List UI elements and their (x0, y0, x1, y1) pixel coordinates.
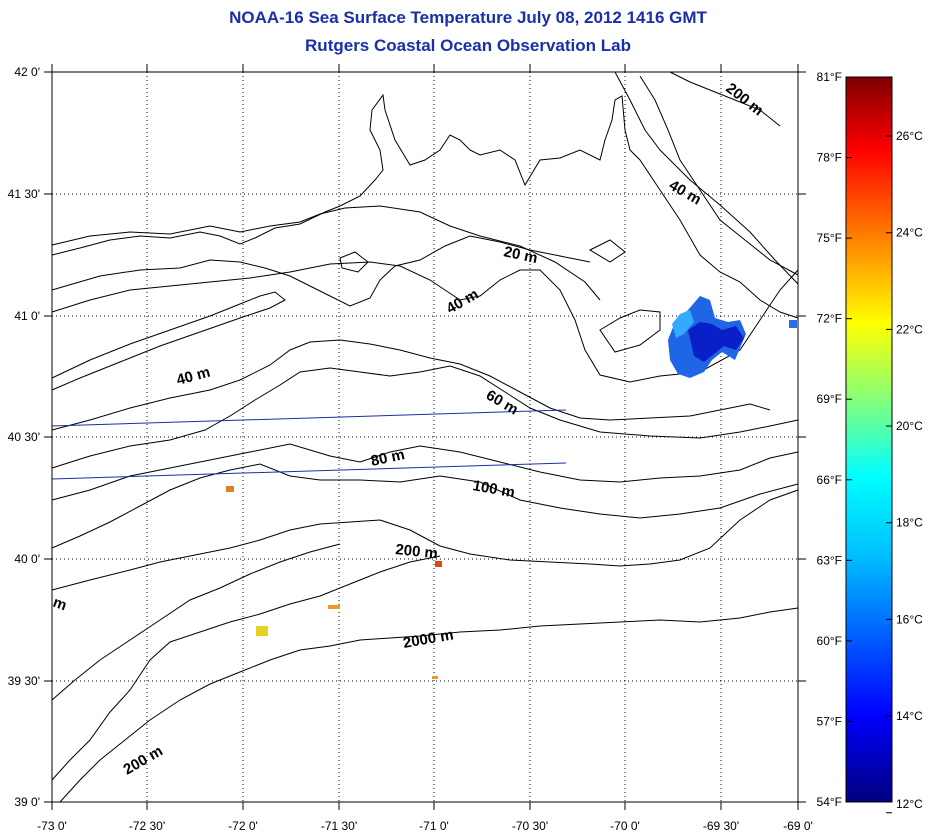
sst-patch-warm (226, 486, 234, 492)
transect-lines (51, 409, 567, 480)
lon-tick-label: -69 30' (703, 819, 739, 833)
contour-2000m (59, 607, 799, 803)
colorbar-fahrenheit-label: 69°F (817, 392, 842, 406)
contour-40m (639, 75, 799, 276)
colorbar-celsius-label: 16°C (896, 612, 923, 626)
colorbar-celsius-label: 12°C (896, 797, 923, 811)
contour-100m (51, 463, 799, 549)
colorbar-fahrenheit-label: 57°F (817, 714, 842, 728)
colorbar-celsius-label: 26°C (896, 129, 923, 143)
contour-200m (51, 555, 441, 781)
contour-label: 20 m (502, 243, 539, 267)
sst-patch-edge (789, 320, 797, 328)
contour-200m (614, 71, 799, 285)
contour-label: 200 m (723, 80, 767, 120)
lon-tick-label: -70 0' (610, 819, 640, 833)
lon-tick-label: -71 0' (419, 819, 449, 833)
map-title: NOAA-16 Sea Surface Temperature July 08,… (229, 8, 707, 27)
sst-patch-warm (435, 561, 442, 567)
contour-80m (51, 443, 799, 501)
island (588, 239, 626, 263)
sst-patch-warm (328, 605, 340, 609)
colorbar-celsius-label: 24°C (896, 226, 923, 240)
contour-40m (51, 339, 771, 431)
contour-label: 40 m (444, 286, 482, 318)
lat-tick-label: 40 30' (8, 430, 40, 444)
contour-label: 40 m (175, 364, 212, 389)
island (599, 309, 661, 353)
bathymetry-contours (51, 71, 799, 803)
contour-label: 80 m (369, 446, 406, 470)
colorbar-celsius-label: 20°C (896, 419, 923, 433)
contour-label: m (51, 594, 69, 615)
colorbar-fahrenheit-label: 54°F (817, 795, 842, 809)
sst-data-patches (226, 296, 797, 679)
colorbar-gradient (845, 76, 893, 803)
colorbar-fahrenheit-label: 66°F (817, 473, 842, 487)
colorbar-fahrenheit-label: 81°F (817, 70, 842, 84)
contour-label: 40 m (666, 177, 704, 209)
colorbar-celsius-label: 18°C (896, 516, 923, 530)
lon-tick-label: -72 0' (228, 819, 258, 833)
colorbar-celsius-label: 14°C (896, 709, 923, 723)
sst-patch-warm (432, 676, 438, 679)
lat-tick-label: 39 0' (14, 795, 40, 809)
map-subtitle: Rutgers Coastal Ocean Observation Lab (305, 36, 631, 55)
colorbar-fahrenheit-label: 78°F (817, 151, 842, 165)
lon-tick-label: -71 30' (321, 819, 357, 833)
sst-patch-cold (688, 322, 744, 362)
lat-tick-label: 40 0' (14, 552, 40, 566)
colorbar-celsius-label: 22°C (896, 322, 923, 336)
contour-label: 100 m (471, 477, 516, 501)
contour-label: 2000 m (402, 626, 455, 652)
colorbar-fahrenheit-label: 63°F (817, 553, 842, 567)
sst-patch-yellow (256, 626, 268, 636)
lat-tick-label: 42 0' (14, 65, 40, 79)
contour-200m (669, 71, 781, 127)
contour-label: 60 m (483, 387, 521, 419)
contour-2000m (51, 543, 341, 701)
coastline (51, 93, 799, 319)
sst-patch-blue (672, 310, 694, 338)
axis-ticks (44, 64, 806, 810)
coastline-long-island (51, 291, 286, 391)
colorbar-fahrenheit-label: 60°F (817, 634, 842, 648)
lon-tick-label: -73 0' (37, 819, 67, 833)
island (339, 251, 369, 273)
contour-60m (51, 365, 799, 469)
colorbar: 81°F 78°F 75°F 72°F 69°F 66°F 63°F 60°F 57°F 54°F… (817, 70, 923, 814)
lat-tick-label: 39 30' (8, 674, 40, 688)
contour-label: 200 m (121, 742, 166, 778)
lat-tick-label: 41 0' (14, 309, 40, 323)
lon-tick-label: -72 30' (129, 819, 165, 833)
contour-label: 200 m (395, 541, 439, 562)
lat-tick-label: 41 30' (8, 187, 40, 201)
lon-tick-label: -70 30' (512, 819, 548, 833)
contour-20m (51, 205, 601, 301)
contour-200m (51, 489, 799, 591)
lon-tick-label: -69 0' (783, 819, 813, 833)
coastline (51, 235, 591, 307)
colorbar-fahrenheit-label: 72°F (817, 312, 842, 326)
colorbar-fahrenheit-label: 75°F (817, 231, 842, 245)
